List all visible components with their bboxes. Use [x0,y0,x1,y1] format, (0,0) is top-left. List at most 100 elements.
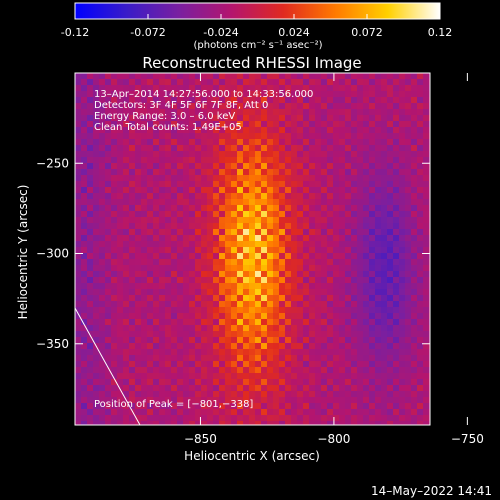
heatmap-cell [81,391,87,397]
heatmap-cell [357,421,363,425]
heatmap-cell [129,403,135,409]
heatmap-cell [81,241,87,247]
heatmap-cell [273,175,279,181]
heatmap-cell [207,121,213,127]
heatmap-cell [93,97,99,103]
heatmap-cell [393,85,399,91]
heatmap-cell [135,373,141,379]
heatmap-cell [135,241,141,247]
heatmap-cell [231,415,237,421]
heatmap-cell [111,145,117,151]
heatmap-cell [423,205,429,211]
heatmap-cell [291,241,297,247]
heatmap-cell [183,355,189,361]
heatmap-cell [369,139,375,145]
heatmap-cell [87,169,93,175]
heatmap-cell [327,241,333,247]
heatmap-cell [309,367,315,373]
heatmap-cell [285,253,291,259]
heatmap-cell [357,247,363,253]
heatmap-cell [87,271,93,277]
heatmap-cell [411,325,417,331]
heatmap-cell [267,205,273,211]
heatmap-cell [165,331,171,337]
heatmap-cell [141,229,147,235]
heatmap-cell [165,115,171,121]
heatmap-cell [291,223,297,229]
heatmap-cell [81,307,87,313]
heatmap-cell [201,241,207,247]
heatmap-cell [321,373,327,379]
heatmap-cell [363,349,369,355]
heatmap-cell [357,373,363,379]
heatmap-cell [363,181,369,187]
heatmap-cell [219,307,225,313]
heatmap-cell [411,109,417,115]
heatmap-cell [363,385,369,391]
heatmap-cell [159,205,165,211]
heatmap-cell [393,241,399,247]
heatmap-cell [177,325,183,331]
heatmap-cell [309,199,315,205]
heatmap-cell [399,283,405,289]
heatmap-cell [363,313,369,319]
heatmap-cell [405,409,411,415]
heatmap-cell [129,145,135,151]
heatmap-cell [387,325,393,331]
heatmap-cell [123,379,129,385]
heatmap-cell [285,397,291,403]
heatmap-cell [135,361,141,367]
heatmap-cell [171,127,177,133]
heatmap-cell [411,253,417,259]
heatmap-cell [369,271,375,277]
heatmap-cell [261,235,267,241]
heatmap-cell [405,151,411,157]
heatmap-cell [327,169,333,175]
heatmap-cell [345,235,351,241]
heatmap-cell [321,103,327,109]
heatmap-cell [201,313,207,319]
heatmap-cell [297,403,303,409]
heatmap-cell [315,127,321,133]
heatmap-cell [309,265,315,271]
heatmap-cell [387,343,393,349]
heatmap-cell [291,265,297,271]
heatmap-cell [393,169,399,175]
heatmap-cell [129,337,135,343]
heatmap-cell [189,337,195,343]
heatmap-cell [267,367,273,373]
heatmap-cell [333,199,339,205]
heatmap-cell [399,115,405,121]
heatmap-cell [201,337,207,343]
heatmap-cell [189,265,195,271]
heatmap-cell [279,397,285,403]
heatmap-cell [195,145,201,151]
heatmap-cell [141,133,147,139]
heatmap-cell [321,169,327,175]
heatmap-cell [249,157,255,163]
heatmap-cell [213,421,219,425]
heatmap-cell [267,277,273,283]
heatmap-cell [147,79,153,85]
heatmap-cell [393,187,399,193]
heatmap-cell [195,229,201,235]
heatmap-cell [369,421,375,425]
heatmap-cell [423,79,429,85]
heatmap-cell [393,331,399,337]
heatmap-cell [381,115,387,121]
heatmap-cell [273,295,279,301]
heatmap-cell [93,367,99,373]
heatmap-cell [183,151,189,157]
heatmap-cell [87,193,93,199]
heatmap-cell [315,355,321,361]
heatmap-cell [357,319,363,325]
heatmap-cell [219,253,225,259]
heatmap-cell [177,361,183,367]
heatmap-cell [165,319,171,325]
heatmap-cell [75,115,81,121]
heatmap-cell [279,241,285,247]
heatmap-cell [339,151,345,157]
heatmap-cell [309,127,315,133]
heatmap-cell [339,199,345,205]
heatmap-cell [87,205,93,211]
